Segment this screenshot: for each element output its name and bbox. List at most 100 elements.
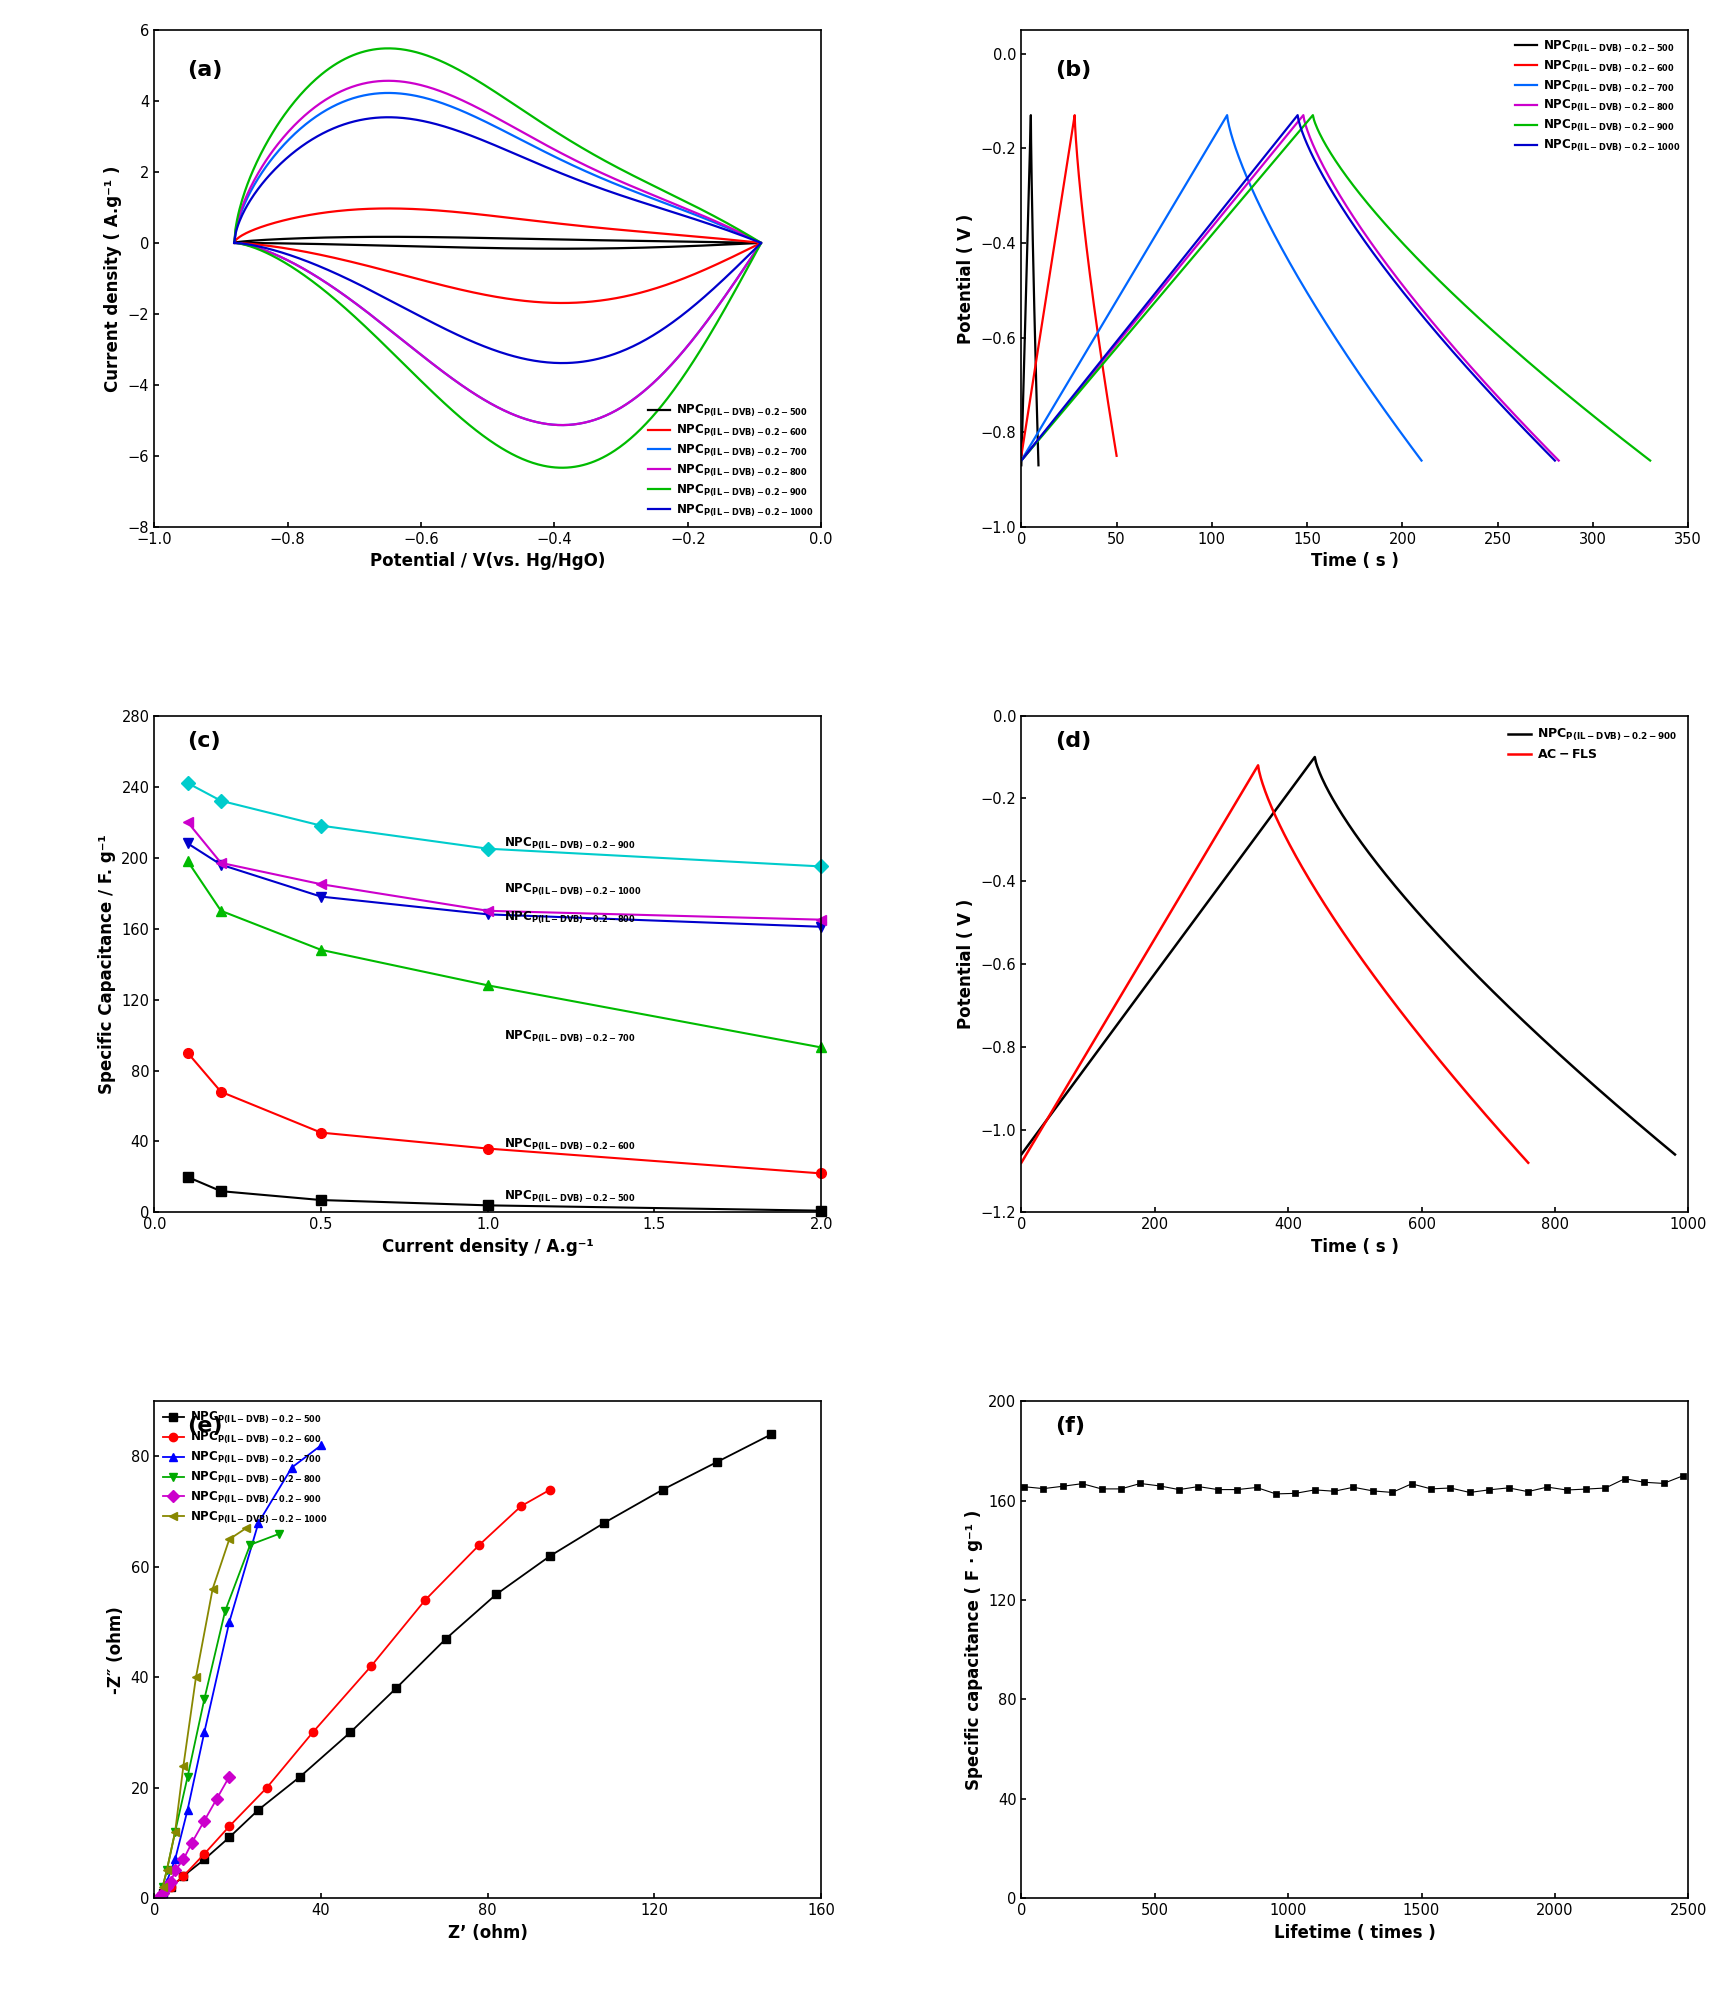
- $\mathbf{NPC}$$_{\mathbf{P(IL-DVB)-0.2-700}}$: [177, 1798, 197, 1822]
- $\mathbf{NPC}$$_{\mathbf{P(IL-DVB)-0.2-600}}$: [302, 1720, 322, 1744]
- $\mathbf{NPC}$$_{\mathbf{P(IL-DVB)-0.2-500}}$: [761, 1423, 782, 1447]
- Line: $\mathbf{NPC}$$_{\mathbf{P(IL-DVB)-0.2-500}}$: $\mathbf{NPC}$$_{\mathbf{P(IL-DVB)-0.2-5…: [1022, 116, 1039, 466]
- $\mathbf{NPC}$$_{\mathbf{P(IL-DVB)-0.2-900}}$: [379, 36, 399, 60]
- $\mathbf{NPC}$$_{\mathbf{P(IL-DVB)-0.2-900}}$: [1046, 408, 1066, 432]
- $\mathbf{NPC}$$_{\mathbf{P(IL-DVB)-0.2-500}}$: [1022, 200, 1042, 224]
- $\mathbf{NPC}$$_{\mathbf{P(IL-DVB)-0.2-600}}$: [310, 1121, 331, 1145]
- $\mathbf{NPC}$$_{\mathbf{P(IL-DVB)-0.2-600}}$: [811, 1161, 831, 1185]
- $\mathbf{NPC}$$_{\mathbf{P(IL-DVB)-0.2-500}}$: [1011, 454, 1032, 478]
- $\mathbf{NPC}$$_{\mathbf{P(IL-DVB)-0.2-700}}$: [811, 1035, 831, 1059]
- $\mathbf{NPC}$$_{\mathbf{P(IL-DVB)-0.2-900}}$: [478, 837, 499, 861]
- Line: $\mathbf{NPC}$$_{\mathbf{P(IL-DVB)-0.2-900}}$: $\mathbf{NPC}$$_{\mathbf{P(IL-DVB)-0.2-9…: [183, 777, 826, 871]
- $\mathbf{NPC}$$_{\mathbf{P(IL-DVB)-0.2-500}}$: [194, 1848, 214, 1872]
- $\mathbf{NPC}$$_{\mathbf{P(IL-DVB)-0.2-800}}$: [1131, 302, 1152, 326]
- $\mathbf{NPC}$$_{\mathbf{P(IL-DVB)-0.2-800}}$: [153, 1874, 173, 1898]
- $\mathbf{NPC}$$_{\mathbf{P(IL-DVB)-0.2-900}}$: [156, 1874, 177, 1898]
- $\mathbf{NPC}$$_{\mathbf{P(IL-DVB)-0.2-800}}$: [1339, 198, 1359, 222]
- $\mathbf{NPC}$$_{\mathbf{P(IL-DVB)-0.2-700}}$: [1311, 306, 1332, 330]
- $\mathbf{NPC}$$_{\mathbf{P(IL-DVB)-0.2-700}}$: [552, 414, 572, 438]
- Legend: $\mathbf{NPC}$$_{\mathbf{P(IL-DVB)-0.2-500}}$, $\mathbf{NPC}$$_{\mathbf{P(IL-DVB: $\mathbf{NPC}$$_{\mathbf{P(IL-DVB)-0.2-5…: [158, 1405, 333, 1530]
- $\mathbf{NPC}$$_{\mathbf{P(IL-DVB)-0.2-500}}$: [1013, 412, 1034, 436]
- $\mathbf{NPC}$$_{\mathbf{P(IL-DVB)-0.2-500}}$: [485, 1582, 506, 1606]
- Text: NPC$_{\mathbf{P(IL-DVB)-0.2-1000}}$: NPC$_{\mathbf{P(IL-DVB)-0.2-1000}}$: [504, 881, 641, 897]
- $\mathbf{NPC}$$_{\mathbf{P(IL-DVB)-0.2-500}}$: [225, 232, 245, 256]
- X-axis label: Z’ (ohm): Z’ (ohm): [447, 1924, 528, 1942]
- $\mathbf{NPC}$$_{\mathbf{P(IL-DVB)-0.2-900}}$: [706, 206, 727, 230]
- $\mathbf{NPC}$$_{\mathbf{P(IL-DVB)-0.2-900}}$: [182, 1830, 202, 1854]
- $\mathbf{NPC}$$_{\mathbf{P(IL-DVB)-0.2-1000}}$: [381, 106, 401, 130]
- $\mathbf{NPC}$$_{\mathbf{P(IL-DVB)-0.2-800}}$: [225, 232, 245, 256]
- $\mathbf{NPC}$$_{\mathbf{P(IL-DVB)-0.2-800}}$: [811, 915, 831, 939]
- $\mathbf{NPC}$$_{\mathbf{P(IL-DVB)-0.2-600}}$: [415, 1588, 435, 1612]
- $\mathbf{NPC}$$_{\mathbf{P(IL-DVB)-0.2-800}}$: [1011, 450, 1032, 474]
- X-axis label: Time ( s ): Time ( s ): [1311, 1239, 1399, 1257]
- Line: $\mathbf{AC-FLS}$: $\mathbf{AC-FLS}$: [1022, 765, 1529, 1163]
- $\mathbf{NPC}$$_{\mathbf{P(IL-DVB)-0.2-800}}$: [310, 885, 331, 909]
- Line: $\mathbf{NPC}$$_{\mathbf{P(IL-DVB)-0.2-900}}$: $\mathbf{NPC}$$_{\mathbf{P(IL-DVB)-0.2-9…: [235, 48, 761, 468]
- X-axis label: Current density / A.g⁻¹: Current density / A.g⁻¹: [382, 1239, 593, 1257]
- Line: $\mathbf{NPC}$$_{\mathbf{P(IL-DVB)-0.2-1000}}$: $\mathbf{NPC}$$_{\mathbf{P(IL-DVB)-0.2-1…: [183, 817, 826, 925]
- $\mathbf{NPC}$$_{\mathbf{P(IL-DVB)-0.2-1000}}$: [1128, 302, 1148, 326]
- $\mathbf{AC-FLS}$: [1112, 981, 1133, 1005]
- $\mathbf{NPC}$$_{\mathbf{P(IL-DVB)-0.2-900}}$: [231, 232, 252, 256]
- $\mathbf{NPC}$$_{\mathbf{P(IL-DVB)-0.2-900}}$: [147, 1886, 168, 1910]
- $\mathbf{NPC}$$_{\mathbf{P(IL-DVB)-0.2-500}}$: [1015, 304, 1035, 328]
- $\mathbf{NPC}$$_{\mathbf{P(IL-DVB)-0.2-800}}$: [1292, 104, 1313, 128]
- Line: $\mathbf{NPC}$$_{\mathbf{P(IL-DVB)-0.2-700}}$: $\mathbf{NPC}$$_{\mathbf{P(IL-DVB)-0.2-7…: [1022, 116, 1421, 462]
- $\mathbf{NPC}$$_{\mathbf{P(IL-DVB)-0.2-500}}$: [177, 1165, 197, 1189]
- $\mathbf{NPC}$$_{\mathbf{P(IL-DVB)-0.2-900}}$: [552, 456, 572, 480]
- $\mathbf{NPC}$$_{\mathbf{P(IL-DVB)-0.2-500}}$: [610, 236, 631, 260]
- $\mathbf{NPC}$$_{\mathbf{P(IL-DVB)-0.2-900}}$: [194, 1808, 214, 1832]
- $\mathbf{NPC}$$_{\mathbf{P(IL-DVB)-0.2-700}}$: [1099, 302, 1119, 326]
- $\mathbf{NPC}$$_{\mathbf{P(IL-DVB)-0.2-900}}$: [1136, 973, 1157, 997]
- $\mathbf{NPC}$$_{\mathbf{P(IL-DVB)-0.2-600}}$: [173, 1864, 194, 1888]
- $\mathbf{NPC}$$_{\mathbf{P(IL-DVB)-0.2-500}}$: [653, 1479, 674, 1502]
- $\mathbf{NPC}$$_{\mathbf{P(IL-DVB)-0.2-900}}$: [1303, 104, 1323, 128]
- $\mathbf{NPC}$$_{\mathbf{P(IL-DVB)-0.2-900}}$: [1071, 378, 1092, 402]
- $\mathbf{NPC}$$_{\mathbf{P(IL-DVB)-0.2-700}}$: [1035, 408, 1056, 432]
- Text: NPC$_{\mathbf{P(IL-DVB)-0.2-700}}$: NPC$_{\mathbf{P(IL-DVB)-0.2-700}}$: [504, 1029, 636, 1045]
- Text: (c): (c): [187, 731, 221, 751]
- $\mathbf{NPC}$$_{\mathbf{P(IL-DVB)-0.2-800}}$: [1044, 408, 1064, 432]
- Text: (e): (e): [187, 1417, 223, 1437]
- $\mathbf{NPC}$$_{\mathbf{P(IL-DVB)-0.2-700}}$: [225, 232, 245, 256]
- $\mathbf{NPC}$$_{\mathbf{P(IL-DVB)-0.2-1000}}$: [225, 232, 245, 256]
- Text: NPC$_{\mathbf{P(IL-DVB)-0.2-500}}$: NPC$_{\mathbf{P(IL-DVB)-0.2-500}}$: [504, 1189, 636, 1205]
- $\mathbf{NPC}$$_{\mathbf{P(IL-DVB)-0.2-700}}$: [211, 899, 231, 923]
- $\mathbf{NPC}$$_{\mathbf{P(IL-DVB)-0.2-700}}$: [1411, 450, 1431, 474]
- $\mathbf{NPC}$$_{\mathbf{P(IL-DVB)-0.2-1000}}$: [610, 340, 631, 364]
- $\mathbf{NPC}$$_{\mathbf{P(IL-DVB)-0.2-800}}$: [706, 210, 727, 234]
- Legend: $\mathbf{NPC}$$_{\mathbf{P(IL-DVB)-0.2-500}}$, $\mathbf{NPC}$$_{\mathbf{P(IL-DVB: $\mathbf{NPC}$$_{\mathbf{P(IL-DVB)-0.2-5…: [644, 398, 818, 523]
- $\mathbf{NPC}$$_{\mathbf{P(IL-DVB)-0.2-1000}}$: [1287, 104, 1308, 128]
- Line: $\mathbf{NPC}$$_{\mathbf{P(IL-DVB)-0.2-1000}}$: $\mathbf{NPC}$$_{\mathbf{P(IL-DVB)-0.2-1…: [158, 1524, 250, 1892]
- $\mathbf{NPC}$$_{\mathbf{P(IL-DVB)-0.2-700}}$: [156, 1870, 177, 1894]
- $\mathbf{AC-FLS}$: [1011, 1151, 1032, 1175]
- $\mathbf{NPC}$$_{\mathbf{P(IL-DVB)-0.2-800}}$: [177, 1764, 197, 1788]
- $\mathbf{NPC}$$_{\mathbf{P(IL-DVB)-0.2-600}}$: [1106, 444, 1126, 468]
- Line: $\mathbf{NPC}$$_{\mathbf{P(IL-DVB)-0.2-600}}$: $\mathbf{NPC}$$_{\mathbf{P(IL-DVB)-0.2-6…: [183, 1047, 826, 1179]
- $\mathbf{NPC}$$_{\mathbf{P(IL-DVB)-0.2-600}}$: [470, 1532, 490, 1556]
- $\mathbf{NPC}$$_{\mathbf{P(IL-DVB)-0.2-600}}$: [478, 1137, 499, 1161]
- $\mathbf{NPC}$$_{\mathbf{P(IL-DVB)-0.2-900}}$: [1011, 1143, 1032, 1167]
- $\mathbf{NPC}$$_{\mathbf{P(IL-DVB)-0.2-900}}$: [206, 1786, 226, 1810]
- $\mathbf{AC-FLS}$: [1380, 985, 1400, 1009]
- $\mathbf{NPC}$$_{\mathbf{P(IL-DVB)-0.2-900}}$: [177, 771, 197, 795]
- Y-axis label: Specific capacitance ( F · g⁻¹ ): Specific capacitance ( F · g⁻¹ ): [965, 1510, 982, 1790]
- $\mathbf{NPC}$$_{\mathbf{P(IL-DVB)-0.2-600}}$: [231, 232, 252, 256]
- $\mathbf{NPC}$$_{\mathbf{P(IL-DVB)-0.2-600}}$: [504, 206, 524, 230]
- $\mathbf{NPC}$$_{\mathbf{P(IL-DVB)-0.2-900}}$: [310, 813, 331, 837]
- $\mathbf{NPC}$$_{\mathbf{P(IL-DVB)-0.2-800}}$: [379, 68, 399, 92]
- $\mathbf{NPC}$$_{\mathbf{P(IL-DVB)-0.2-600}}$: [540, 1479, 560, 1502]
- $\mathbf{NPC}$$_{\mathbf{P(IL-DVB)-0.2-500}}$: [811, 1199, 831, 1223]
- $\mathbf{NPC}$$_{\mathbf{P(IL-DVB)-0.2-800}}$: [552, 414, 572, 438]
- Line: $\mathbf{NPC}$$_{\mathbf{P(IL-DVB)-0.2-1000}}$: $\mathbf{NPC}$$_{\mathbf{P(IL-DVB)-0.2-1…: [235, 118, 761, 364]
- $\mathbf{NPC}$$_{\mathbf{P(IL-DVB)-0.2-500}}$: [249, 1798, 269, 1822]
- $\mathbf{NPC}$$_{\mathbf{P(IL-DVB)-0.2-600}}$: [610, 286, 631, 310]
- $\mathbf{AC-FLS}$: [1296, 861, 1316, 885]
- Y-axis label: Current density ( A.g⁻¹ ): Current density ( A.g⁻¹ ): [105, 166, 122, 392]
- $\mathbf{NPC}$$_{\mathbf{P(IL-DVB)-0.2-1000}}$: [811, 907, 831, 931]
- $\mathbf{NPC}$$_{\mathbf{P(IL-DVB)-0.2-700}}$: [249, 1510, 269, 1534]
- Line: $\mathbf{NPC}$$_{\mathbf{P(IL-DVB)-0.2-1000}}$: $\mathbf{NPC}$$_{\mathbf{P(IL-DVB)-0.2-1…: [1022, 116, 1555, 462]
- $\mathbf{NPC}$$_{\mathbf{P(IL-DVB)-0.2-600}}$: [367, 196, 387, 220]
- X-axis label: Lifetime ( times ): Lifetime ( times ): [1274, 1924, 1436, 1942]
